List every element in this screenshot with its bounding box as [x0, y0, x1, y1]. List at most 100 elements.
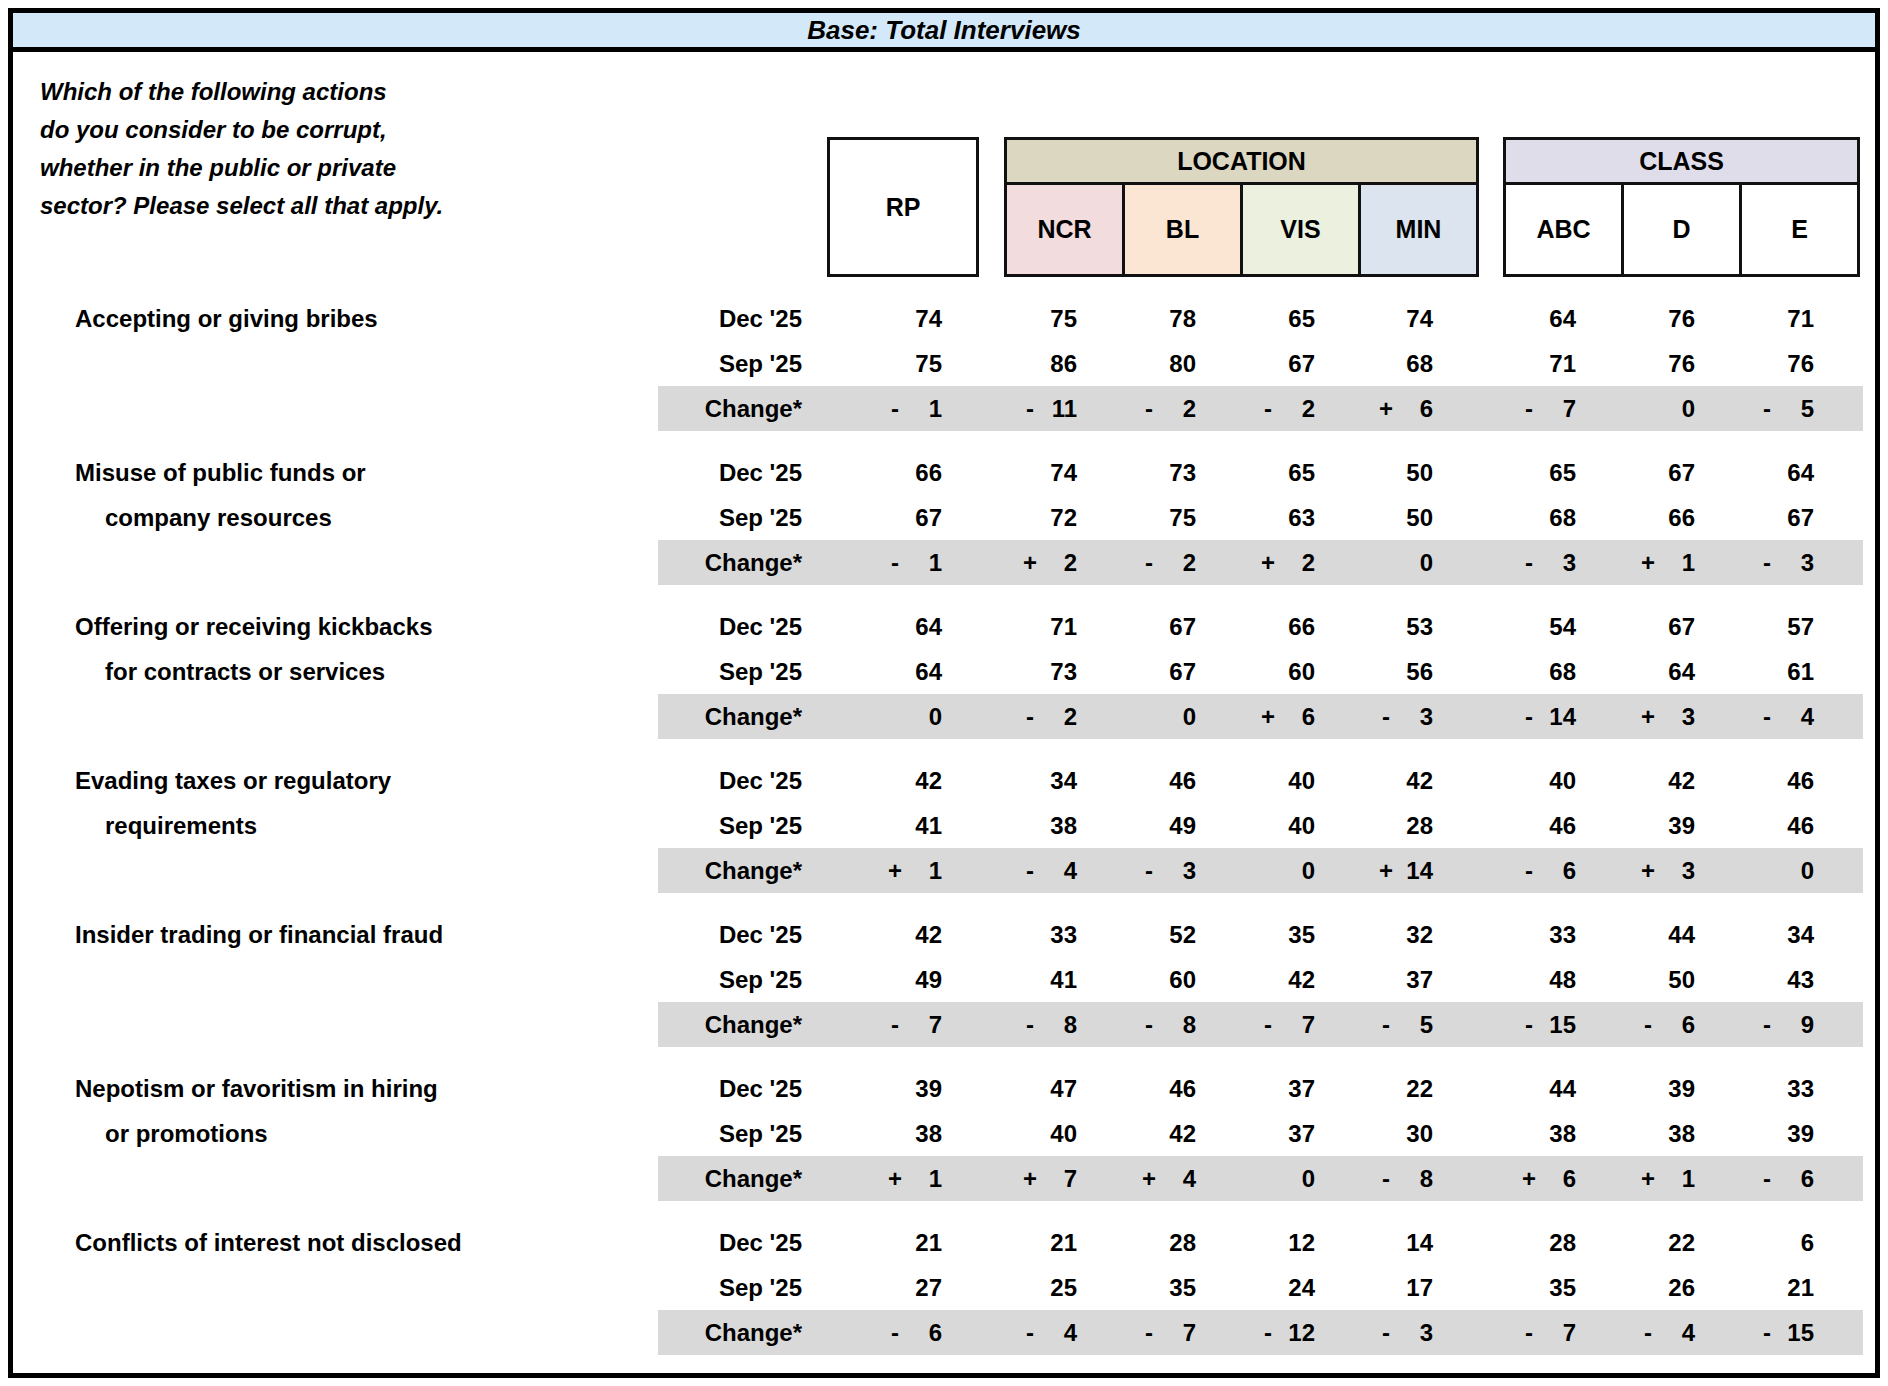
change-d: -6: [1622, 1002, 1741, 1047]
value-e: 39: [1741, 1111, 1863, 1156]
change-rp: 0: [812, 694, 1000, 739]
value-vis: 65: [1241, 450, 1360, 495]
period-label-current: Dec '25: [658, 758, 812, 803]
change-ncr: -11: [1000, 386, 1122, 431]
value-rp: 27: [812, 1265, 1000, 1310]
change-rp: +1: [812, 1156, 1000, 1201]
value-abc: 46: [1503, 803, 1622, 848]
item-label-line1: Evading taxes or regulatory: [13, 767, 391, 795]
change-vis: +2: [1241, 540, 1360, 585]
column-gap: [1480, 450, 1503, 495]
change-bl: -8: [1122, 1002, 1241, 1047]
change-abc: -7: [1503, 1310, 1622, 1355]
column-gap: [1480, 604, 1503, 649]
change-e: -5: [1741, 386, 1863, 431]
column-gap: [1480, 1066, 1503, 1111]
value-min: 50: [1360, 450, 1480, 495]
question-line: sector? Please select all that apply.: [40, 187, 443, 225]
value-rp: 66: [812, 450, 1000, 495]
value-bl: 28: [1122, 1220, 1241, 1265]
period-label-previous: Sep '25: [658, 495, 812, 540]
column-gap: [1480, 912, 1503, 957]
change-vis: +6: [1241, 694, 1360, 739]
value-rp: 38: [812, 1111, 1000, 1156]
value-e: 33: [1741, 1066, 1863, 1111]
question-line: do you consider to be corrupt,: [40, 111, 443, 149]
value-vis: 65: [1241, 296, 1360, 341]
item-label-line1: Insider trading or financial fraud: [13, 921, 443, 949]
change-abc: -7: [1503, 386, 1622, 431]
value-rp: 41: [812, 803, 1000, 848]
change-rp: -1: [812, 540, 1000, 585]
value-e: 67: [1741, 495, 1863, 540]
value-bl: 46: [1122, 758, 1241, 803]
value-rp: 67: [812, 495, 1000, 540]
change-ncr: +7: [1000, 1156, 1122, 1201]
period-label-previous: Sep '25: [658, 1265, 812, 1310]
column-gap: [1480, 1111, 1503, 1156]
column-group-class: CLASS: [1503, 137, 1860, 185]
change-d: +1: [1622, 1156, 1741, 1201]
value-bl: 42: [1122, 1111, 1241, 1156]
change-ncr: +2: [1000, 540, 1122, 585]
table-row-change: Change* -1 +2 -2 +2 0 -3 +1 -3: [13, 540, 1863, 585]
item-label-line1: Nepotism or favoritism in hiring: [13, 1075, 438, 1103]
column-header-min: MIN: [1358, 185, 1476, 274]
value-bl: 46: [1122, 1066, 1241, 1111]
value-ncr: 40: [1000, 1111, 1122, 1156]
column-header-e: E: [1739, 185, 1857, 274]
change-d: +1: [1622, 540, 1741, 585]
change-min: -3: [1360, 694, 1480, 739]
table-row-current: Accepting or giving bribes Dec '25 74 75…: [13, 296, 1863, 341]
table-row-change: Change* 0 -2 0 +6 -3 -14 +3 -4: [13, 694, 1863, 739]
value-ncr: 86: [1000, 341, 1122, 386]
period-label-current: Dec '25: [658, 912, 812, 957]
change-vis: 0: [1241, 848, 1360, 893]
value-vis: 35: [1241, 912, 1360, 957]
item-label-line1: Accepting or giving bribes: [13, 305, 378, 333]
change-vis: 0: [1241, 1156, 1360, 1201]
value-min: 17: [1360, 1265, 1480, 1310]
period-label-previous: Sep '25: [658, 341, 812, 386]
value-min: 32: [1360, 912, 1480, 957]
item-label-line2: requirements: [13, 812, 257, 840]
change-abc: -14: [1503, 694, 1622, 739]
period-label-change: Change*: [658, 386, 812, 431]
value-bl: 80: [1122, 341, 1241, 386]
change-d: -4: [1622, 1310, 1741, 1355]
period-label-change: Change*: [658, 1156, 812, 1201]
value-d: 67: [1622, 450, 1741, 495]
value-e: 61: [1741, 649, 1863, 694]
value-rp: 74: [812, 296, 1000, 341]
value-ncr: 38: [1000, 803, 1122, 848]
change-ncr: -4: [1000, 848, 1122, 893]
change-vis: -12: [1241, 1310, 1360, 1355]
value-rp: 42: [812, 912, 1000, 957]
column-gap: [1480, 1310, 1503, 1355]
value-min: 56: [1360, 649, 1480, 694]
table-row-previous: for contracts or services Sep '25 64 73 …: [13, 649, 1863, 694]
value-abc: 33: [1503, 912, 1622, 957]
table-row-group: Accepting or giving bribes Dec '25 74 75…: [13, 296, 1863, 431]
value-rp: 39: [812, 1066, 1000, 1111]
change-e: -3: [1741, 540, 1863, 585]
change-bl: -2: [1122, 386, 1241, 431]
class-subcolumns: ABC D E: [1503, 182, 1860, 277]
value-e: 76: [1741, 341, 1863, 386]
period-label-current: Dec '25: [658, 450, 812, 495]
column-group-location: LOCATION: [1004, 137, 1479, 185]
table-row-previous: Sep '25 75 86 80 67 68 71 76 76: [13, 341, 1863, 386]
change-min: -3: [1360, 1310, 1480, 1355]
value-bl: 60: [1122, 957, 1241, 1002]
change-vis: -7: [1241, 1002, 1360, 1047]
value-e: 21: [1741, 1265, 1863, 1310]
value-min: 53: [1360, 604, 1480, 649]
column-header-rp-label: RP: [886, 193, 921, 222]
value-abc: 44: [1503, 1066, 1622, 1111]
column-gap: [1480, 803, 1503, 848]
change-min: -5: [1360, 1002, 1480, 1047]
report-page: Base: Total Interviews Which of the foll…: [0, 0, 1888, 1386]
value-abc: 35: [1503, 1265, 1622, 1310]
period-label-current: Dec '25: [658, 296, 812, 341]
value-vis: 66: [1241, 604, 1360, 649]
